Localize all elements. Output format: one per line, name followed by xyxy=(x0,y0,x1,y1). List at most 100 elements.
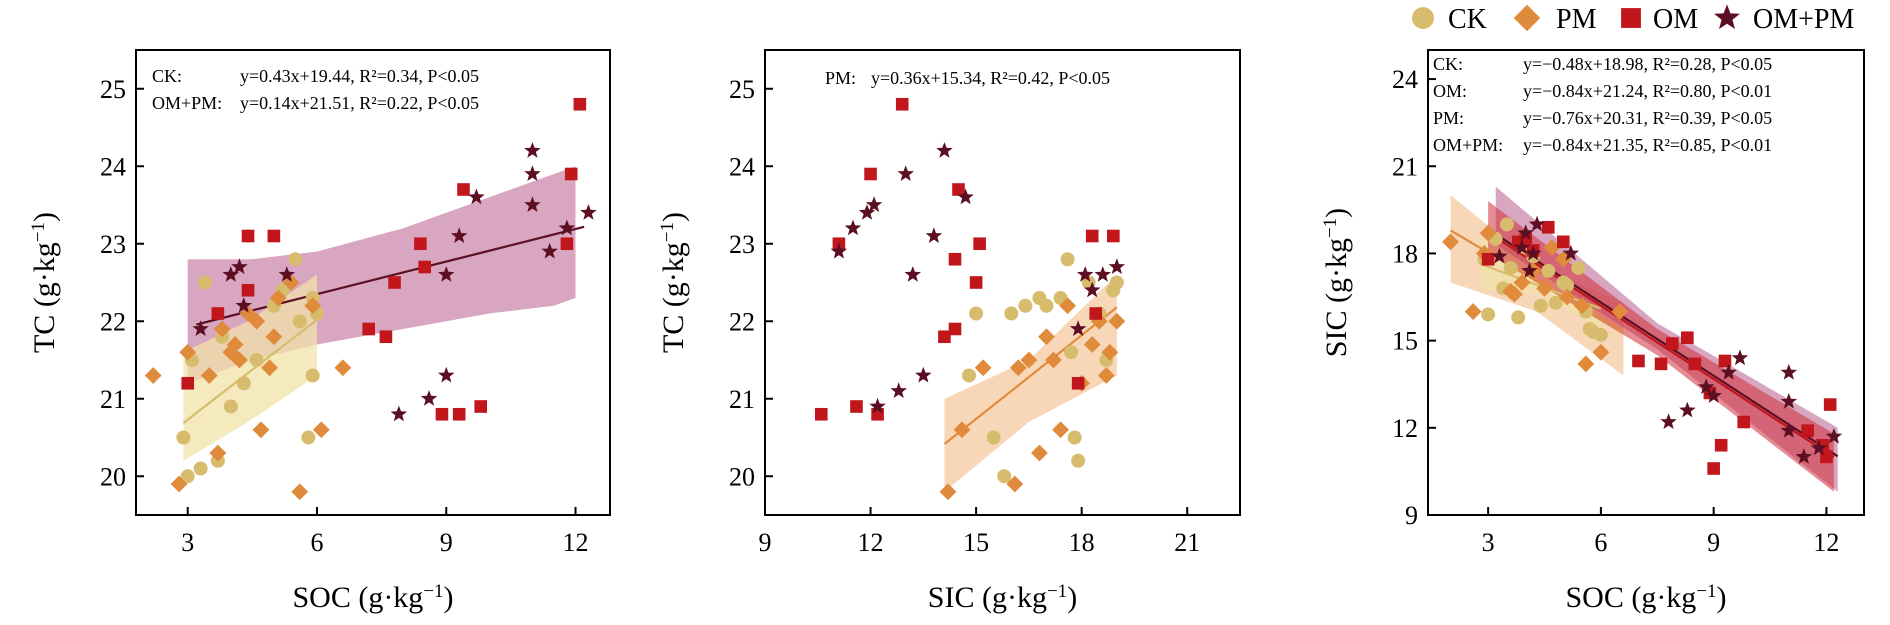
y-axis-title: TC (g·kg−1) xyxy=(28,212,62,353)
point-ck xyxy=(301,431,315,445)
regression-group-label: OM+PM: xyxy=(1433,135,1503,155)
point-pm xyxy=(1031,445,1048,462)
legend-label: CK xyxy=(1448,4,1487,35)
legend-item-ck: CK xyxy=(1412,4,1487,35)
point-pm xyxy=(1052,421,1069,438)
regression-group-label: CK: xyxy=(1433,54,1463,74)
point-ompm xyxy=(905,266,922,282)
x-tick-label: 3 xyxy=(1482,528,1495,557)
point-ck xyxy=(306,369,320,383)
x-tick-label: 12 xyxy=(1813,528,1839,557)
point-ompm xyxy=(1781,364,1798,380)
y-tick-label: 23 xyxy=(100,230,126,259)
point-om xyxy=(574,98,587,111)
point-ck xyxy=(997,469,1011,483)
legend-marker-om xyxy=(1621,8,1641,28)
point-om xyxy=(242,230,255,243)
point-om xyxy=(561,237,574,250)
point-om xyxy=(1737,416,1750,429)
point-om xyxy=(949,253,962,266)
point-om xyxy=(1824,398,1837,411)
point-ck xyxy=(1018,299,1032,313)
x-tick-label: 12 xyxy=(563,528,589,557)
legend-label: PM xyxy=(1556,4,1597,35)
point-ck xyxy=(237,376,251,390)
regression-group-label: CK: xyxy=(152,66,182,86)
point-ck xyxy=(194,462,208,476)
point-om xyxy=(414,237,427,250)
confidence-band-om xyxy=(1488,201,1834,492)
regression-equation: y=−0.48x+18.98, R²=0.28, P<0.05 xyxy=(1523,54,1772,74)
y-tick-label: 24 xyxy=(100,152,126,181)
point-pm xyxy=(145,367,162,384)
point-ompm xyxy=(524,165,541,181)
legend-marker-pm xyxy=(1514,5,1540,31)
point-om xyxy=(1632,355,1645,368)
point-ompm xyxy=(1660,413,1677,429)
legend-item-ompm: OM+PM xyxy=(1714,4,1854,35)
regression-group-label: OM+PM: xyxy=(152,93,222,113)
point-ck xyxy=(1004,307,1018,321)
legend-label: OM+PM xyxy=(1753,4,1854,35)
point-ompm xyxy=(898,165,915,181)
y-tick-label: 12 xyxy=(1392,414,1418,443)
point-ompm xyxy=(421,390,438,406)
y-tick-label: 20 xyxy=(100,462,126,491)
x-tick-label: 18 xyxy=(1069,528,1095,557)
y-tick-label: 21 xyxy=(1392,152,1418,181)
y-tick-label: 9 xyxy=(1405,501,1418,530)
point-om xyxy=(1655,358,1668,371)
point-ck xyxy=(1583,322,1597,336)
y-tick-label: 21 xyxy=(729,385,755,414)
point-ck xyxy=(1064,345,1078,359)
point-pm xyxy=(975,359,992,376)
point-om xyxy=(242,284,255,297)
point-pm xyxy=(940,483,957,500)
point-om xyxy=(1707,462,1720,475)
point-ompm xyxy=(580,204,597,220)
point-om xyxy=(1719,355,1732,368)
regression-group-label: PM: xyxy=(825,68,856,88)
point-om xyxy=(212,307,225,320)
point-ck xyxy=(1071,454,1085,468)
point-ompm xyxy=(936,142,953,158)
point-om xyxy=(1557,236,1570,249)
plot-frame xyxy=(765,50,1240,515)
point-om xyxy=(1482,253,1495,266)
point-om xyxy=(565,168,578,181)
y-tick-label: 23 xyxy=(729,230,755,259)
regression-equation: y=−0.84x+21.35, R²=0.85, P<0.01 xyxy=(1523,135,1772,155)
y-tick-label: 25 xyxy=(100,75,126,104)
figure: CK PM OM OM+PM 3 6 9 12202122232425SOC (g·kg−1… xyxy=(0,0,1890,625)
point-om xyxy=(1666,337,1679,350)
point-om xyxy=(362,323,375,336)
point-om xyxy=(474,400,487,413)
x-axis-title: SOC (g·kg−1) xyxy=(292,581,453,615)
point-ck xyxy=(176,431,190,445)
x-tick-label: 15 xyxy=(963,528,989,557)
point-om xyxy=(864,168,877,181)
point-ompm xyxy=(926,227,943,243)
x-tick-label: 3 xyxy=(181,528,194,557)
point-om xyxy=(380,330,393,343)
x-axis-title: SIC (g·kg−1) xyxy=(928,581,1077,615)
point-ck xyxy=(987,431,1001,445)
x-axis-title: SOC (g·kg−1) xyxy=(1565,581,1726,615)
point-om xyxy=(453,408,466,421)
x-tick-label: 6 xyxy=(310,528,323,557)
x-tick-label: 6 xyxy=(1594,528,1607,557)
x-tick-label: 9 xyxy=(759,528,772,557)
point-om xyxy=(1072,377,1085,390)
legend-item-om: OM xyxy=(1621,4,1698,35)
legend-label: OM xyxy=(1653,4,1698,35)
y-axis-title: SIC (g·kg−1) xyxy=(1320,208,1354,357)
regression-equation: y=−0.76x+20.31, R²=0.39, P<0.05 xyxy=(1523,108,1772,128)
x-tick-label: 12 xyxy=(858,528,884,557)
point-ck xyxy=(1068,431,1082,445)
y-tick-label: 20 xyxy=(729,462,755,491)
point-om xyxy=(436,408,449,421)
point-ompm xyxy=(890,382,907,398)
point-ck xyxy=(969,307,983,321)
legend: CK PM OM OM+PM xyxy=(1412,4,1854,35)
point-om xyxy=(268,230,281,243)
